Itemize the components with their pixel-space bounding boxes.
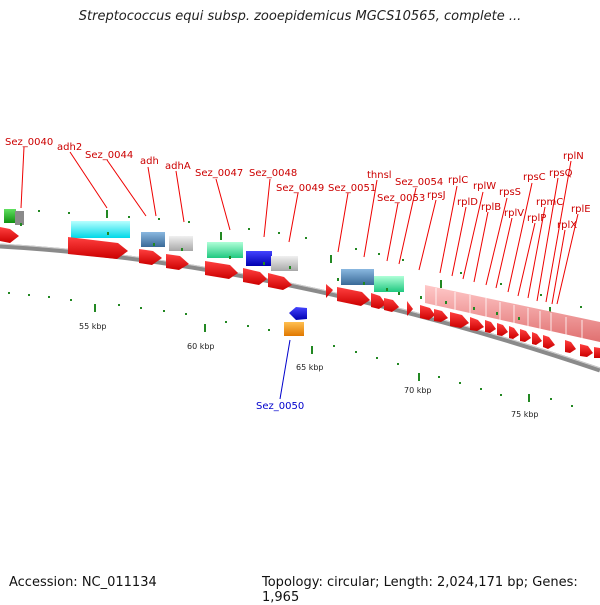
gene-arrow	[68, 237, 128, 259]
label-rpsJ[interactable]: rpsJ	[427, 190, 446, 201]
gene-arrow	[485, 320, 496, 333]
gene-arrow	[565, 340, 576, 353]
gene-arrow	[594, 347, 600, 358]
gene-arrow	[243, 268, 267, 285]
label-rpmC[interactable]: rpmC	[536, 197, 563, 208]
feature-blue-0048	[246, 251, 272, 266]
gene-arrow	[532, 332, 542, 345]
feature-gray-adhA	[169, 236, 193, 251]
gene-arrow	[166, 254, 189, 270]
reverse-genes	[284, 307, 307, 336]
map-title: Streptococcus equi subsp. zooepidemicus …	[78, 9, 522, 24]
gene-labels: Sez_0040 adh2 Sez_0044 adh adhA Sez_0047…	[5, 137, 591, 412]
gene-arrow-blue	[289, 307, 307, 320]
gene-arrow	[497, 323, 508, 336]
genome-summary-text: Topology: circular; Length: 2,024,171 bp…	[262, 575, 578, 605]
label-rpsQ[interactable]: rpsQ	[549, 168, 573, 179]
gene-arrow	[139, 249, 162, 265]
label-Sez_0044[interactable]: Sez_0044	[85, 150, 133, 161]
scale-label-55: 55 kbp	[79, 322, 107, 331]
feature-track	[4, 209, 600, 342]
feature-gray-small	[15, 211, 24, 225]
label-rplN[interactable]: rplN	[563, 151, 584, 162]
feature-cyan	[71, 221, 130, 238]
gene-arrow	[0, 227, 19, 243]
label-Sez_0047[interactable]: Sez_0047	[195, 168, 243, 179]
label-Sez_0053[interactable]: Sez_0053	[377, 193, 425, 204]
accession-text: Accession: NC_011134	[9, 575, 157, 590]
scale-labels: 55 kbp 60 kbp 65 kbp 70 kbp 75 kbp	[79, 322, 539, 419]
label-Sez_0049[interactable]: Sez_0049	[276, 183, 324, 194]
gene-arrow	[543, 335, 555, 349]
label-rplW[interactable]: rplW	[473, 181, 496, 192]
label-Sez_0048[interactable]: Sez_0048	[249, 168, 297, 179]
gene-arrow	[384, 298, 399, 312]
label-adh2[interactable]: adh2	[57, 142, 82, 153]
label-leaders	[20, 146, 579, 305]
gene-arrow	[407, 301, 413, 316]
feature-ribosomal-cluster	[425, 285, 600, 342]
gene-arrow	[326, 284, 333, 298]
forward-genes	[0, 227, 600, 358]
label-rpsS[interactable]: rpsS	[499, 187, 521, 198]
scale-label-65: 65 kbp	[296, 363, 324, 372]
label-leader-blue	[279, 339, 291, 400]
gene-marks	[20, 223, 520, 320]
label-rplX[interactable]: rplX	[557, 220, 577, 231]
feature-steel-adh	[141, 232, 165, 247]
gene-arrow	[337, 287, 370, 306]
label-rplB[interactable]: rplB	[481, 202, 501, 213]
label-Sez_0040[interactable]: Sez_0040	[5, 137, 53, 148]
upper-tick-guide	[38, 210, 582, 315]
lower-tick-guide	[8, 292, 573, 407]
gene-arrow	[434, 309, 448, 322]
label-rplP[interactable]: rplP	[527, 213, 546, 224]
label-rplV[interactable]: rplV	[504, 208, 524, 219]
feature-orange	[284, 322, 304, 336]
scale-label-75: 75 kbp	[511, 410, 539, 419]
scale-label-60: 60 kbp	[187, 342, 215, 351]
feature-steel-0051	[341, 269, 374, 285]
label-adh[interactable]: adh	[140, 156, 159, 167]
gene-arrow	[520, 329, 531, 342]
label-thnsl[interactable]: thnsl	[367, 170, 392, 181]
gene-arrow	[470, 317, 484, 331]
gene-arrow	[420, 305, 435, 320]
gene-arrow	[205, 261, 238, 279]
gene-arrow	[580, 344, 593, 357]
label-rplC[interactable]: rplC	[448, 175, 468, 186]
label-Sez_0054[interactable]: Sez_0054	[395, 177, 443, 188]
label-rpsC[interactable]: rpsC	[523, 172, 546, 183]
gene-arrow	[509, 326, 519, 339]
feature-gray-0049	[271, 256, 298, 271]
label-rplE[interactable]: rplE	[571, 204, 591, 215]
label-rplD[interactable]: rplD	[457, 197, 478, 208]
gene-arrow	[371, 293, 386, 309]
label-Sez_0051[interactable]: Sez_0051	[328, 183, 376, 194]
label-Sez_0050[interactable]: Sez_0050	[256, 401, 304, 412]
feature-mint-0053	[374, 276, 404, 292]
feature-mint-0047	[207, 242, 243, 258]
label-adhA[interactable]: adhA	[165, 161, 191, 172]
feature-green	[4, 209, 16, 223]
scale-label-70: 70 kbp	[404, 386, 432, 395]
gene-arrow	[450, 312, 469, 328]
gene-arrow	[268, 273, 292, 290]
